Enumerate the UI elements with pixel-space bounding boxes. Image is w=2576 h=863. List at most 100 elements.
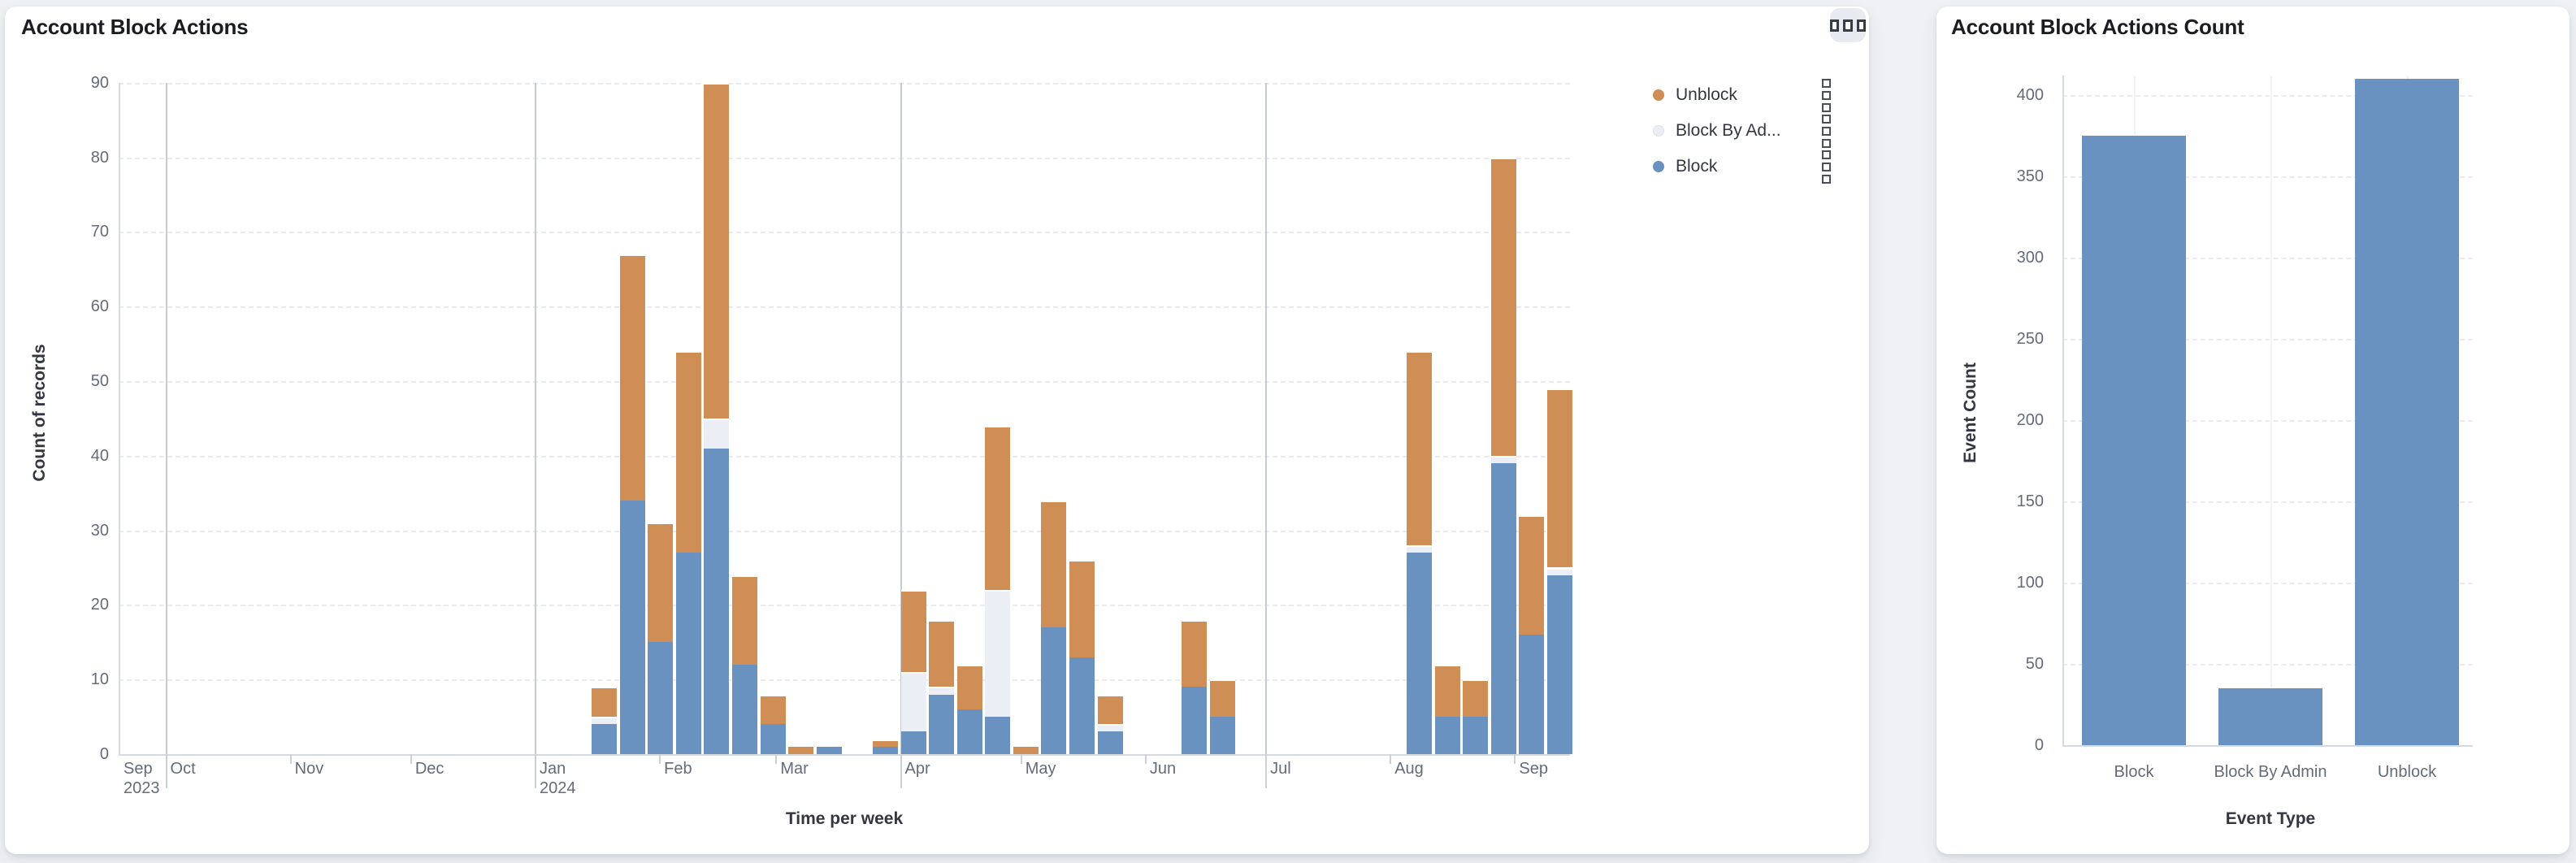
bar-segment-block[interactable] (619, 500, 645, 754)
gridline-y (119, 232, 1570, 234)
bar-segment-unblock[interactable] (1097, 694, 1123, 725)
panel-account-block-actions-count: Account Block Actions Count 0 50 100 150 200… (1936, 7, 2569, 854)
y-axis-title: Event Count (1961, 362, 1980, 463)
bar-segment-unblock[interactable] (1406, 351, 1432, 545)
bar-segment-block[interactable] (1490, 462, 1516, 754)
x-axis-line (119, 754, 1570, 756)
gridline-y (2062, 95, 2473, 97)
bar-segment-block[interactable] (929, 694, 955, 754)
bar-segment-unblock[interactable] (1463, 679, 1489, 718)
bar-segment-block[interactable] (1406, 553, 1432, 754)
bar-segment-block[interactable] (1041, 627, 1067, 754)
legend-item-block[interactable]: Block (1653, 150, 1864, 184)
bar-segment-block-by-admin[interactable] (1406, 544, 1432, 553)
bar-segment-block-by-admin[interactable] (1546, 567, 1572, 575)
bar-segment-unblock[interactable] (1519, 515, 1545, 635)
bar-segment-block-by-admin[interactable] (900, 672, 926, 732)
bar-segment-unblock[interactable] (1546, 388, 1572, 568)
bar-segment-block-by-admin[interactable] (704, 418, 730, 449)
bar-segment-block[interactable] (648, 642, 674, 754)
bar-segment-block[interactable] (1069, 657, 1095, 754)
bar-segment-unblock[interactable] (872, 739, 898, 747)
bar-segment-block-by-admin[interactable] (1490, 455, 1516, 463)
gridline-y (2062, 420, 2473, 422)
bar-segment-block[interactable] (900, 731, 926, 754)
x-tick-label: Block (2114, 763, 2154, 781)
bar-block-by-admin[interactable] (2218, 688, 2322, 745)
gridline-y (119, 530, 1570, 532)
legend-color-dot (1653, 89, 1664, 101)
bar-segment-unblock[interactable] (648, 523, 674, 643)
bar-segment-block[interactable] (1463, 717, 1489, 754)
bar-segment-block[interactable] (675, 553, 701, 754)
bar-segment-block[interactable] (704, 448, 730, 754)
legend-item-block-by-ad-[interactable]: Block By Ad... (1653, 114, 1864, 148)
panel-options-button[interactable] (1830, 8, 1866, 42)
bar-segment-block[interactable] (985, 717, 1011, 754)
bar-segment-unblock[interactable] (619, 254, 645, 501)
x-axis-tick (1144, 754, 1147, 764)
gridline-y (119, 82, 1570, 85)
x-axis-tick (1265, 754, 1268, 788)
bar-segment-block[interactable] (1519, 635, 1545, 754)
bar-segment-block[interactable] (956, 709, 982, 754)
bar-segment-block-by-admin[interactable] (1097, 724, 1123, 732)
bar-segment-unblock[interactable] (732, 575, 758, 665)
bar-segment-block-by-admin[interactable] (985, 590, 1011, 718)
gridline-y (119, 381, 1570, 383)
bar-segment-unblock[interactable] (788, 746, 814, 754)
y-tick-label: 200 (2016, 411, 2044, 429)
bar-segment-unblock[interactable] (1434, 664, 1460, 718)
x-tick-label: Sep (124, 760, 153, 778)
y-axis-line (119, 83, 120, 754)
bar-segment-unblock[interactable] (760, 694, 786, 725)
boxes-horizontal-icon (1830, 19, 1840, 32)
legend-color-dot (1653, 125, 1664, 137)
bar-segment-unblock[interactable] (1041, 500, 1067, 627)
gridline-quarter (900, 83, 902, 754)
bar-segment-unblock[interactable] (1069, 560, 1095, 657)
bar-segment-unblock[interactable] (956, 664, 982, 709)
y-tick-label: 50 (2025, 655, 2044, 673)
boxes-vertical-icon[interactable] (1822, 78, 1831, 112)
bar-segment-block[interactable] (1182, 687, 1208, 754)
bar-segment-unblock[interactable] (1182, 619, 1208, 687)
bar-segment-block[interactable] (1546, 575, 1572, 754)
bar-segment-block[interactable] (760, 724, 786, 754)
bar-segment-unblock[interactable] (929, 619, 955, 687)
boxes-vertical-icon[interactable] (1822, 114, 1831, 148)
bar-segment-block[interactable] (1434, 717, 1460, 754)
bar-segment-unblock[interactable] (1013, 746, 1039, 754)
bar-segment-block[interactable] (732, 664, 758, 754)
bar-segment-block[interactable] (1209, 717, 1235, 754)
bar-segment-block[interactable] (592, 724, 618, 754)
x-tick-label: Block By Admin (2214, 763, 2327, 781)
bar-segment-unblock[interactable] (900, 590, 926, 672)
bar-segment-unblock[interactable] (675, 351, 701, 553)
legend-item-unblock[interactable]: Unblock (1653, 78, 1864, 112)
boxes-vertical-icon[interactable] (1822, 150, 1831, 184)
bar-block[interactable] (2082, 136, 2186, 745)
x-axis-tick (165, 754, 167, 788)
x-axis-tick (535, 754, 536, 788)
legend-color-dot (1653, 161, 1664, 172)
bar-segment-unblock[interactable] (704, 82, 730, 418)
y-tick-label: 80 (90, 148, 109, 167)
bar-segment-block[interactable] (872, 746, 898, 754)
y-tick-label: 10 (90, 670, 109, 689)
bar-segment-block[interactable] (1097, 731, 1123, 754)
bar-segment-unblock[interactable] (1490, 157, 1516, 456)
bar-segment-unblock[interactable] (592, 687, 618, 718)
bar-segment-unblock[interactable] (1209, 679, 1235, 718)
y-axis-line (2062, 76, 2064, 745)
x-tick-label: May (1025, 760, 1056, 778)
bar-unblock[interactable] (2355, 79, 2459, 745)
legend-label: Block (1676, 157, 1718, 176)
bar-segment-block-by-admin[interactable] (592, 717, 618, 725)
bar-segment-unblock[interactable] (985, 426, 1011, 591)
gridline-y (2062, 501, 2473, 503)
bar-segment-block-by-admin[interactable] (929, 687, 955, 695)
gridline-y (2062, 258, 2473, 259)
bar-segment-block[interactable] (816, 746, 842, 754)
gridline-y (2062, 664, 2473, 666)
